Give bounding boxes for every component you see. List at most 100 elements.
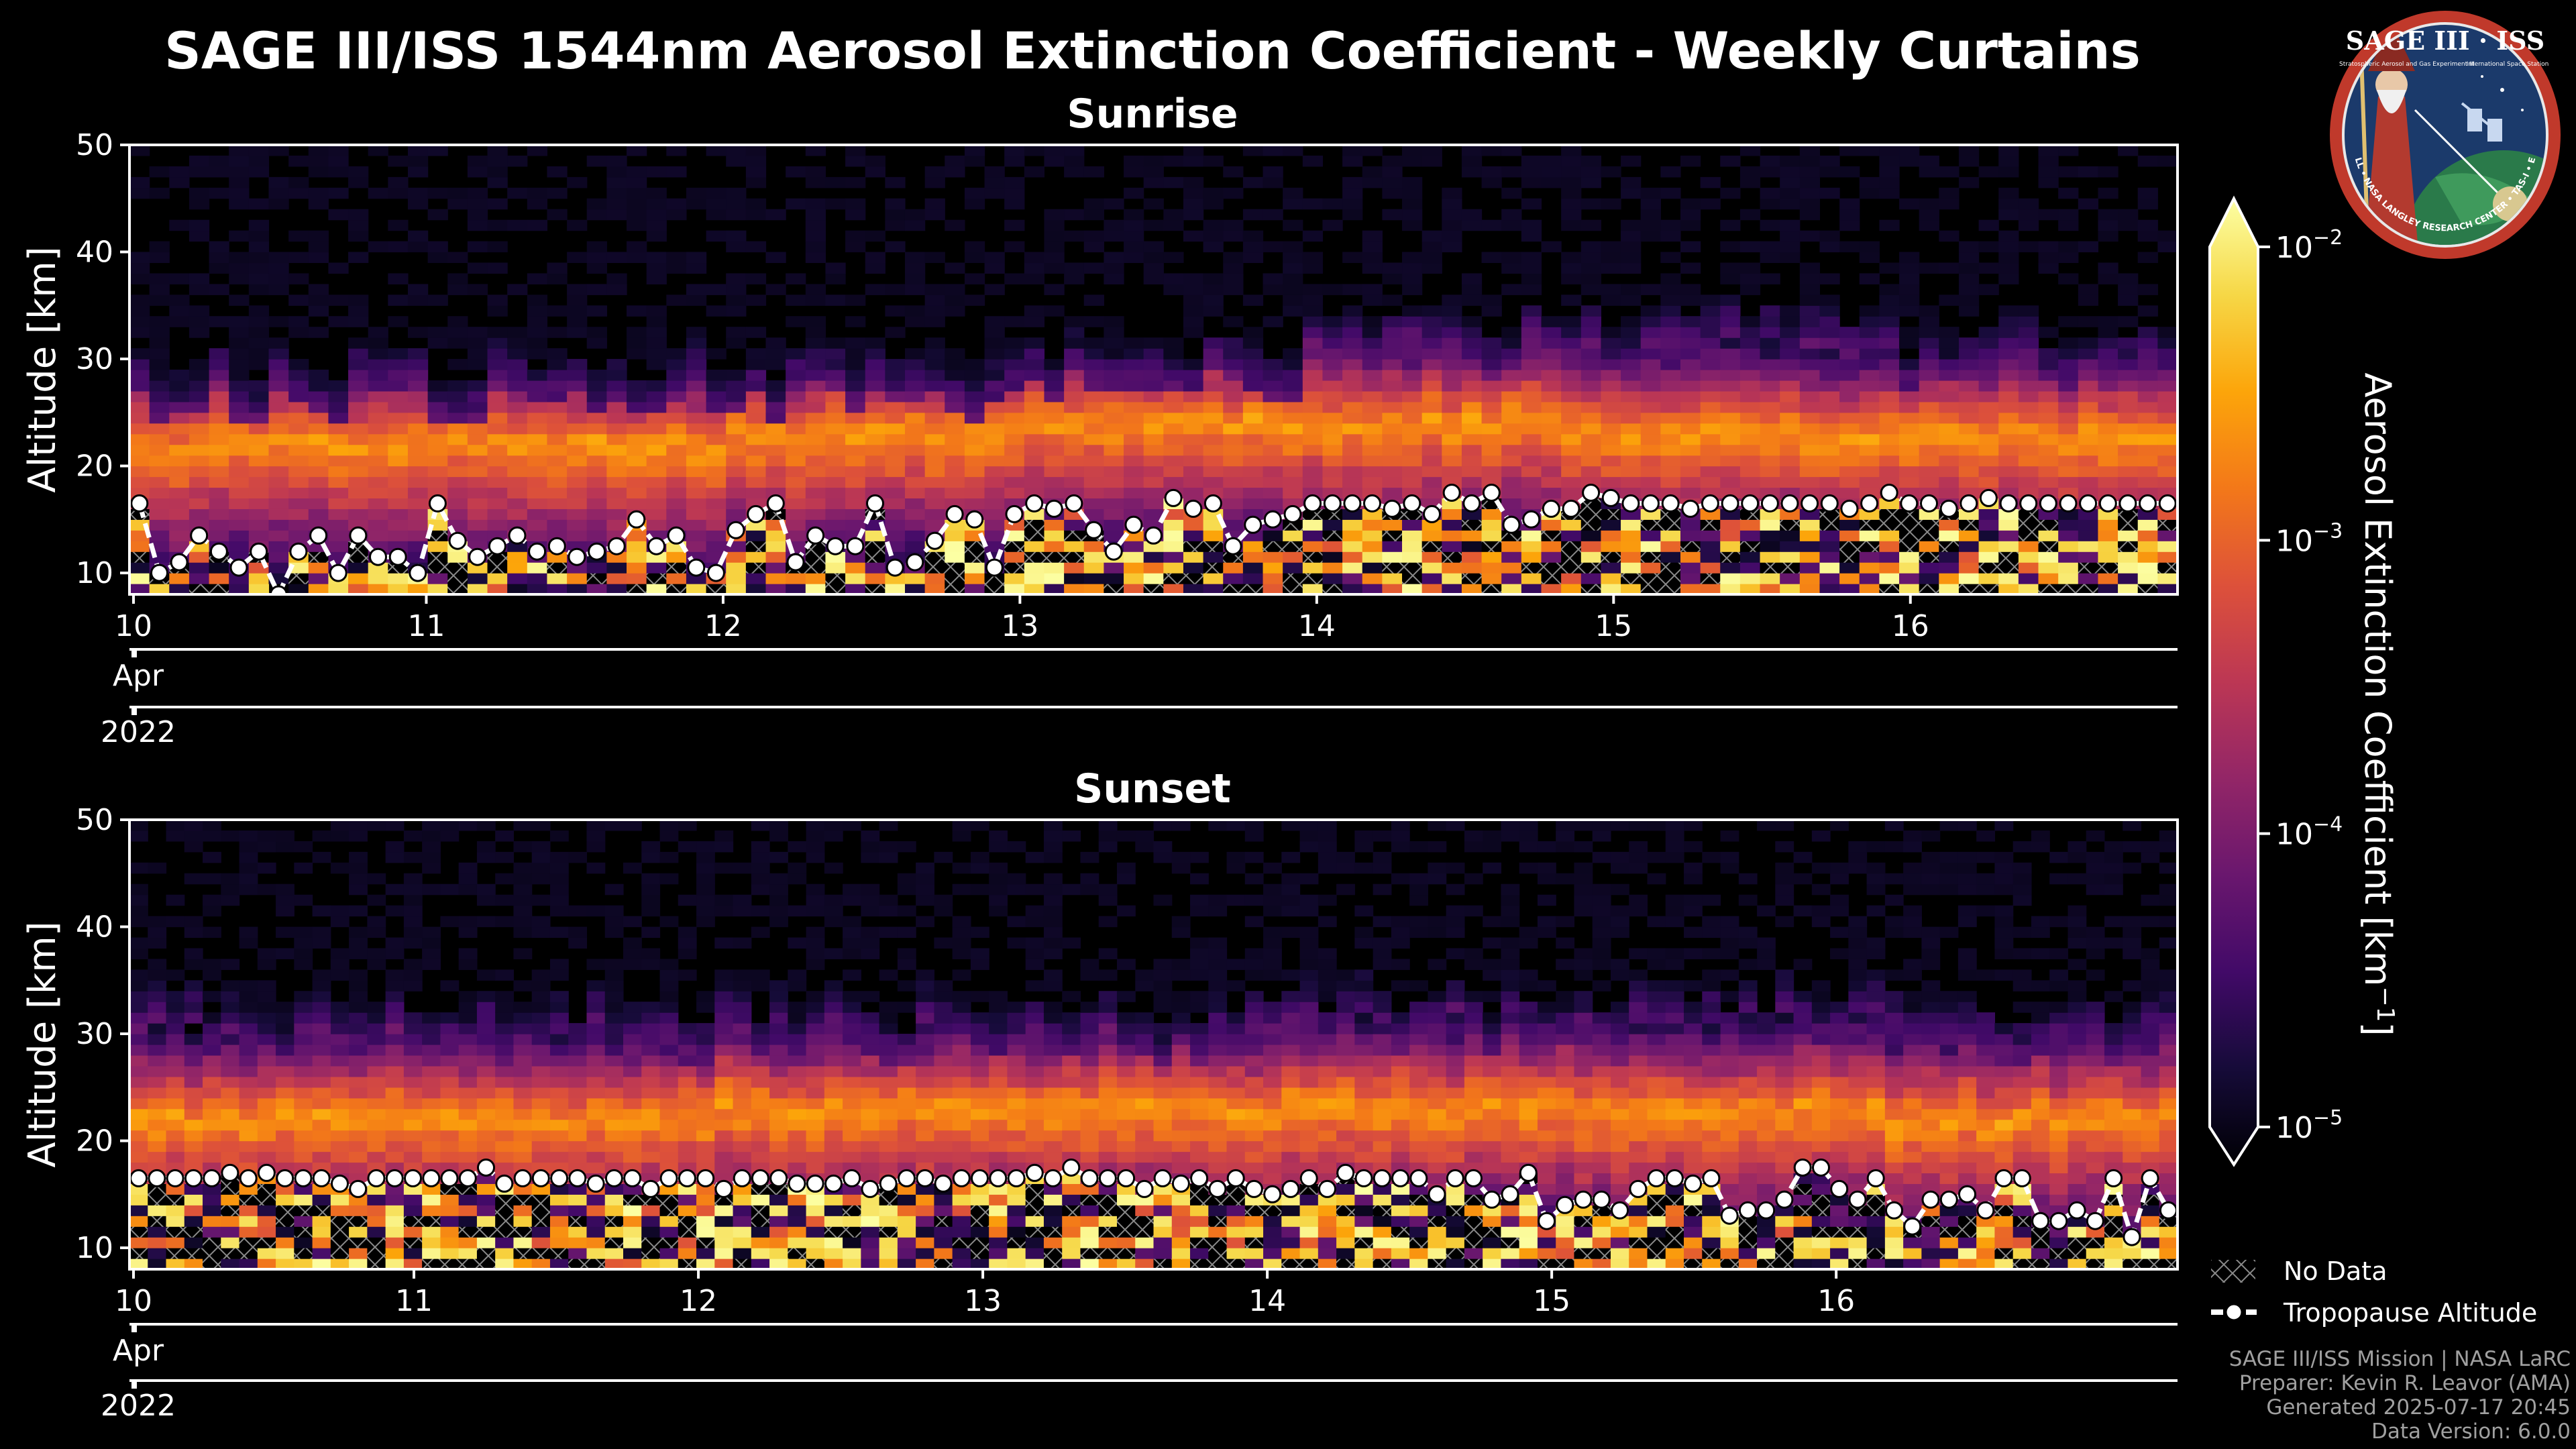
heatmap-cell	[696, 1140, 715, 1152]
heatmap-cell	[1839, 166, 1860, 178]
heatmap-cell	[1481, 530, 1502, 541]
heatmap-cell	[1342, 444, 1363, 456]
no-data-cell	[1859, 519, 1880, 531]
heatmap-cell	[1442, 390, 1462, 402]
heatmap-cell	[879, 905, 898, 917]
heatmap-cell	[825, 359, 846, 370]
heatmap-cell	[169, 219, 190, 231]
heatmap-cell	[1322, 370, 1343, 381]
heatmap-cell	[1322, 219, 1343, 231]
heatmap-cell	[769, 1023, 788, 1034]
heatmap-cell	[678, 937, 697, 949]
heatmap-cell	[349, 948, 368, 959]
heatmap-cell	[916, 980, 934, 991]
heatmap-cell	[2078, 294, 2099, 306]
heatmap-cell	[696, 883, 715, 896]
heatmap-cell	[1760, 370, 1780, 381]
heatmap-cell	[184, 1216, 203, 1227]
heatmap-cell	[1919, 370, 1939, 381]
heatmap-cell	[349, 873, 368, 885]
heatmap-cell	[367, 948, 386, 959]
no-data-cell	[1919, 584, 1939, 594]
heatmap-cell	[964, 370, 985, 381]
heatmap-cell	[403, 1023, 423, 1034]
heatmap-cell	[184, 1055, 203, 1067]
heatmap-cell	[268, 562, 289, 574]
heatmap-cell	[786, 198, 806, 210]
heatmap-cell	[239, 1151, 258, 1163]
heatmap-cell	[349, 969, 368, 981]
heatmap-cell	[189, 412, 210, 424]
heatmap-cell	[166, 1055, 185, 1067]
heatmap-cell	[1362, 423, 1383, 435]
heatmap-cell	[769, 1065, 788, 1077]
heatmap-cell	[2058, 166, 2079, 178]
heatmap-cell	[385, 1097, 405, 1110]
heatmap-cell	[1819, 401, 1840, 413]
heatmap-cell	[308, 433, 329, 445]
no-data-cell	[495, 1226, 515, 1238]
no-data-cell	[1939, 541, 1960, 552]
heatmap-cell	[865, 466, 885, 478]
heatmap-cell	[769, 873, 788, 885]
heatmap-cell	[1879, 541, 1900, 552]
heatmap-cell	[1402, 252, 1423, 264]
heatmap-cell	[1561, 433, 1582, 445]
heatmap-cell	[2058, 551, 2079, 563]
heatmap-cell	[984, 433, 1005, 445]
heatmap-cell	[805, 359, 826, 370]
heatmap-cell	[606, 370, 627, 381]
heatmap-cell	[2058, 187, 2079, 199]
heatmap-cell	[646, 584, 667, 594]
heatmap-cell	[458, 959, 478, 970]
heatmap-cell	[904, 262, 926, 274]
heatmap-cell	[527, 584, 548, 594]
heatmap-cell	[1621, 433, 1642, 445]
heatmap-cell	[294, 894, 313, 906]
heatmap-cell	[458, 1119, 478, 1131]
no-data-cell	[239, 1194, 258, 1205]
heatmap-cell	[1939, 337, 1960, 349]
heatmap-cell	[549, 873, 569, 885]
heatmap-cell	[659, 991, 679, 1002]
heatmap-cell	[149, 273, 170, 284]
heatmap-cell	[586, 991, 606, 1002]
heatmap-cell	[148, 1044, 167, 1056]
heatmap-cell	[1064, 390, 1085, 402]
heatmap-cell	[897, 1183, 916, 1195]
heatmap-cell	[964, 187, 985, 199]
heatmap-cell	[1899, 444, 1920, 456]
heatmap-cell	[945, 166, 965, 178]
heatmap-cell	[745, 209, 767, 221]
heatmap-cell	[1362, 551, 1383, 563]
heatmap-cell	[328, 508, 349, 520]
heatmap-cell	[659, 980, 679, 991]
heatmap-cell	[1382, 551, 1403, 563]
heatmap-cell	[348, 455, 369, 467]
heatmap-cell	[806, 1097, 825, 1110]
no-data-cell	[659, 1237, 679, 1248]
heatmap-cell	[184, 1258, 203, 1269]
heatmap-cell	[1998, 487, 2019, 499]
heatmap-cell	[422, 1119, 441, 1131]
heatmap-cell	[1083, 198, 1104, 210]
heatmap-cell	[567, 423, 588, 435]
no-data-cell	[495, 1194, 515, 1205]
heatmap-cell	[1819, 294, 1840, 306]
tropopause-marker	[1701, 494, 1719, 513]
heatmap-cell	[458, 1012, 478, 1024]
heatmap-cell	[2098, 359, 2118, 370]
heatmap-cell	[268, 433, 289, 445]
heatmap-cell	[1143, 370, 1164, 381]
heatmap-cell	[845, 444, 866, 456]
heatmap-cell	[149, 252, 170, 264]
heatmap-cell	[2157, 230, 2178, 242]
heatmap-cell	[166, 830, 185, 842]
heatmap-cell	[308, 145, 329, 156]
heatmap-cell	[239, 841, 258, 853]
no-data-cell	[627, 584, 647, 594]
heatmap-cell	[1700, 316, 1721, 327]
heatmap-cell	[1700, 487, 1721, 499]
heatmap-cell	[769, 1258, 788, 1269]
heatmap-cell	[706, 187, 727, 199]
